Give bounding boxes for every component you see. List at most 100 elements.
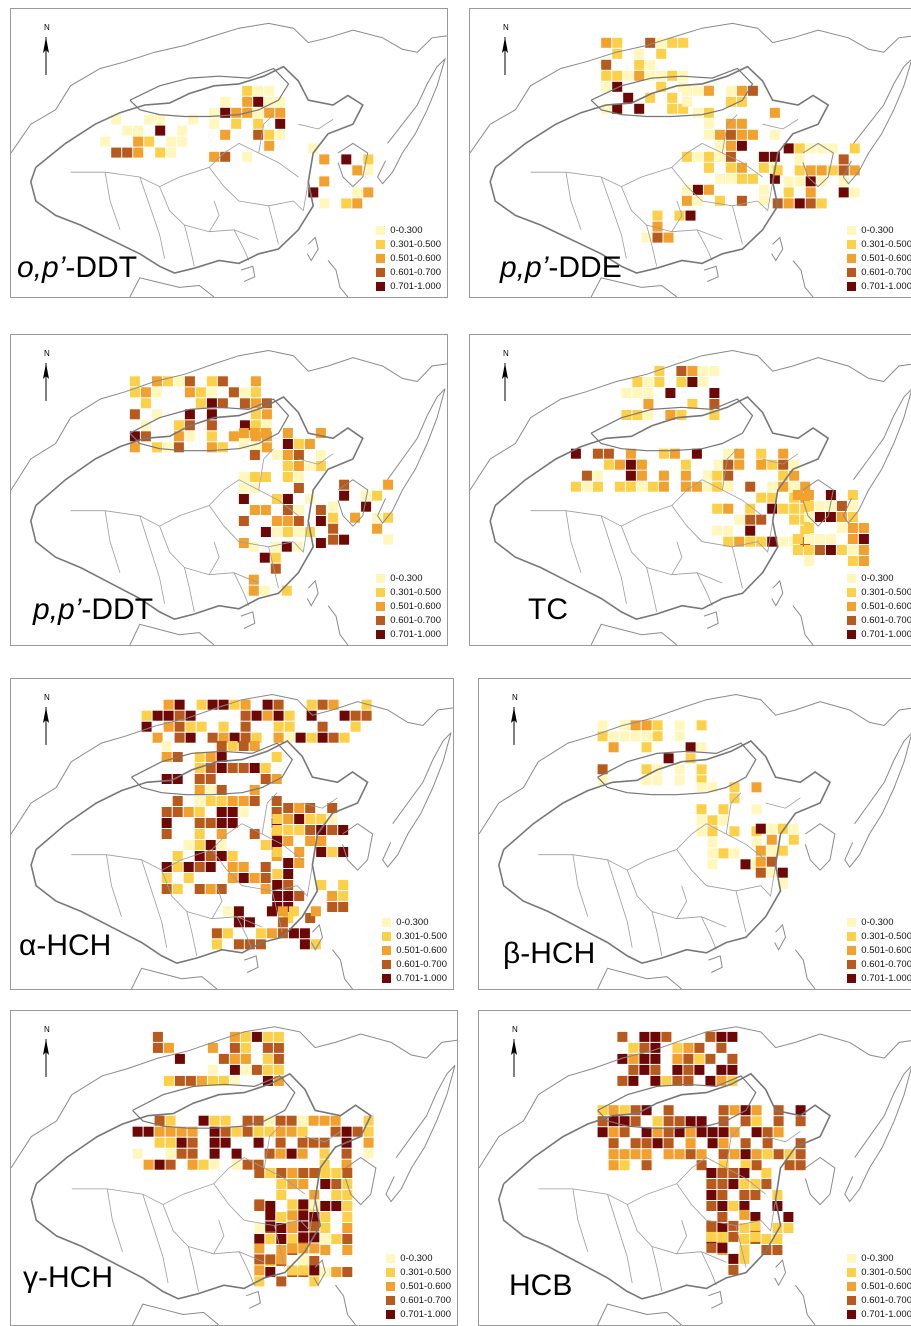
concentration-cell: [338, 880, 349, 890]
concentration-cell: [767, 492, 778, 503]
concentration-cell: [265, 1168, 276, 1178]
concentration-cell: [736, 85, 747, 96]
province-boundary: [701, 1251, 717, 1286]
taiwan-coast: [310, 923, 323, 951]
concentration-cell: [718, 1105, 729, 1116]
concentration-cell: [847, 534, 858, 544]
legend-item: 0-0.300: [847, 1251, 911, 1265]
concentration-cell: [308, 187, 319, 198]
concentration-cell: [163, 710, 174, 721]
concentration-cell: [654, 366, 665, 376]
concentration-cell: [187, 1137, 198, 1148]
concentration-cell: [151, 442, 162, 453]
concentration-cell: [714, 151, 725, 162]
concentration-cell: [209, 1159, 220, 1170]
concentration-cell: [713, 459, 724, 470]
concentration-cell: [789, 503, 800, 514]
concentration-cell: [298, 1265, 309, 1276]
concentration-cell: [231, 118, 242, 129]
legend-label: 0-0.300: [861, 1252, 894, 1264]
concentration-cell: [750, 1220, 761, 1231]
concentration-cell: [194, 818, 205, 828]
taiwan-coast: [771, 579, 784, 607]
concentration-cell: [767, 503, 778, 514]
concentration-cell: [293, 472, 304, 482]
concentration-cell: [703, 151, 714, 162]
concentration-cell: [294, 891, 305, 901]
concentration-cell: [342, 1245, 353, 1255]
concentration-cell: [327, 902, 338, 912]
concentration-cell: [612, 81, 623, 92]
concentration-cell: [361, 501, 372, 512]
concentration-cell: [778, 470, 789, 481]
concentration-cell: [320, 1212, 331, 1222]
concentration-cell: [141, 710, 152, 721]
concentration-cell: [707, 1127, 718, 1138]
legend-item: 0.701-1.000: [382, 971, 447, 985]
concentration-cell: [320, 1168, 331, 1178]
concentration-cell: [674, 1149, 685, 1160]
concentration-cell: [338, 825, 349, 835]
concentration-cell: [260, 505, 271, 515]
concentration-cell: [298, 1210, 309, 1221]
concentration-cell: [634, 59, 645, 70]
concentration-cell: [173, 442, 184, 453]
concentration-cell: [260, 884, 271, 894]
concentration-cell: [217, 398, 228, 409]
concentration-cell: [656, 37, 667, 48]
concentration-cell: [273, 1042, 284, 1053]
concentration-cell: [717, 1231, 728, 1242]
concentration-cell: [273, 699, 284, 710]
concentration-cell: [716, 1075, 727, 1086]
coastline: [479, 1026, 911, 1169]
concentration-cell: [736, 140, 747, 151]
province-boundary: [241, 823, 303, 861]
concentration-cell: [273, 1064, 284, 1075]
concentration-cell: [154, 1137, 165, 1148]
concentration-cell: [717, 1168, 728, 1178]
legend-swatch: [382, 931, 392, 941]
concentration-cell: [306, 699, 317, 710]
concentration-cell: [696, 826, 707, 837]
concentration-cell: [288, 928, 299, 939]
concentration-cell: [728, 1201, 739, 1211]
concentration-cell: [205, 752, 216, 762]
concentration-cell: [674, 720, 685, 731]
concentration-cell: [273, 1075, 284, 1086]
province-boundary: [706, 1157, 766, 1195]
concentration-cell: [283, 891, 294, 901]
concentration-cell: [694, 1042, 705, 1053]
concentration-cell: [630, 1138, 641, 1149]
concentration-cell: [260, 873, 271, 883]
concentration-cell: [174, 721, 185, 732]
concentration-cell: [249, 428, 260, 438]
concentration-cell: [196, 721, 207, 732]
concentration-cell: [143, 1126, 154, 1137]
legend-item: 0.701-1.000: [847, 1307, 911, 1321]
concentration-cell: [287, 1199, 298, 1210]
concentration-cell: [794, 165, 805, 176]
concentration-cell: [691, 481, 702, 492]
concentration-cell: [645, 59, 656, 70]
concentration-cell: [645, 70, 656, 81]
concentration-cell: [705, 1053, 716, 1064]
north-label: N: [503, 23, 509, 32]
concentration-cell: [276, 1254, 287, 1265]
philippines-coast: [792, 260, 814, 297]
concentration-cell: [794, 143, 805, 154]
concentration-cell: [133, 136, 144, 147]
concentration-cell: [717, 1179, 728, 1189]
concentration-cell: [696, 1116, 707, 1127]
concentration-cell: [194, 785, 205, 795]
concentration-cell: [681, 151, 692, 162]
korea-coast: [804, 1156, 836, 1206]
concentration-cell: [783, 1212, 794, 1222]
concentration-cell: [218, 732, 229, 743]
concentration-cell: [739, 1245, 750, 1255]
concentration-cell: [350, 721, 361, 732]
concentration-cell: [161, 774, 172, 784]
concentration-cell: [706, 1179, 717, 1189]
concentration-cell: [751, 837, 762, 848]
concentration-cell: [707, 782, 718, 793]
concentration-cell: [111, 114, 122, 125]
